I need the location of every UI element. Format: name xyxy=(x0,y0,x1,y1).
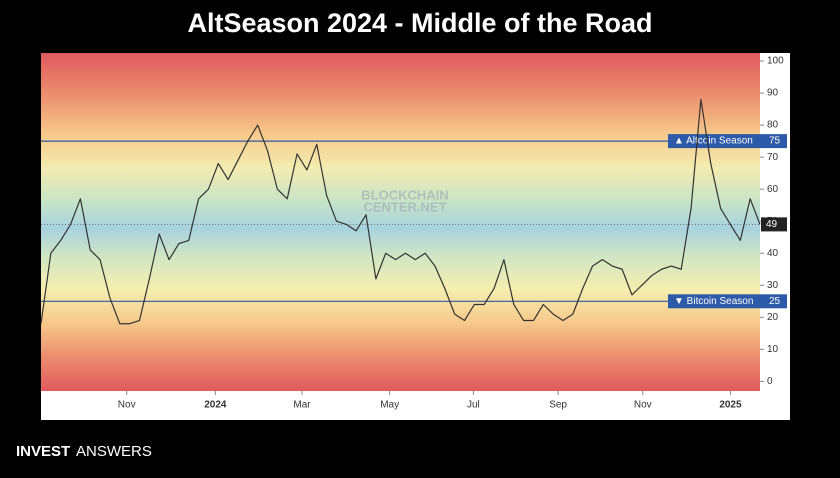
footer-brand: INVEST xyxy=(16,443,70,460)
last-value-label: 49 xyxy=(766,219,778,230)
y-tick-label: 0 xyxy=(767,376,773,387)
watermark: CENTER.NET xyxy=(363,199,446,214)
x-tick-label: 2025 xyxy=(719,400,742,411)
threshold-value: 25 xyxy=(769,296,781,307)
x-tick-label: Nov xyxy=(634,400,652,411)
chart-title: AltSeason 2024 - Middle of the Road xyxy=(187,8,652,38)
footer-brand: ANSWERS xyxy=(76,443,152,460)
y-tick-label: 60 xyxy=(767,184,779,195)
threshold-label: ▼ Bitcoin Season xyxy=(674,296,753,307)
y-tick-label: 40 xyxy=(767,248,779,259)
x-tick-label: Sep xyxy=(549,400,567,411)
x-tick-label: 2024 xyxy=(204,400,227,411)
y-tick-label: 70 xyxy=(767,152,779,163)
x-tick-label: Jul xyxy=(467,400,480,411)
x-tick-label: Mar xyxy=(293,400,311,411)
watermark: BLOCKCHAIN xyxy=(361,187,448,202)
y-tick-label: 80 xyxy=(767,120,779,131)
threshold-value: 75 xyxy=(769,136,781,147)
last-value-box xyxy=(761,217,787,232)
y-tick-label: 30 xyxy=(767,280,779,291)
y-tick-label: 90 xyxy=(767,88,779,99)
y-tick-label: 100 xyxy=(767,56,784,67)
y-tick-label: 10 xyxy=(767,344,779,355)
threshold-label: ▲ Altcoin Season xyxy=(674,136,753,147)
plot-background xyxy=(41,53,760,391)
threshold-label-box xyxy=(668,294,787,309)
data-line xyxy=(40,98,761,325)
x-tick-label: Nov xyxy=(118,400,136,411)
x-tick-label: May xyxy=(380,400,399,411)
y-tick-label: 20 xyxy=(767,312,779,323)
